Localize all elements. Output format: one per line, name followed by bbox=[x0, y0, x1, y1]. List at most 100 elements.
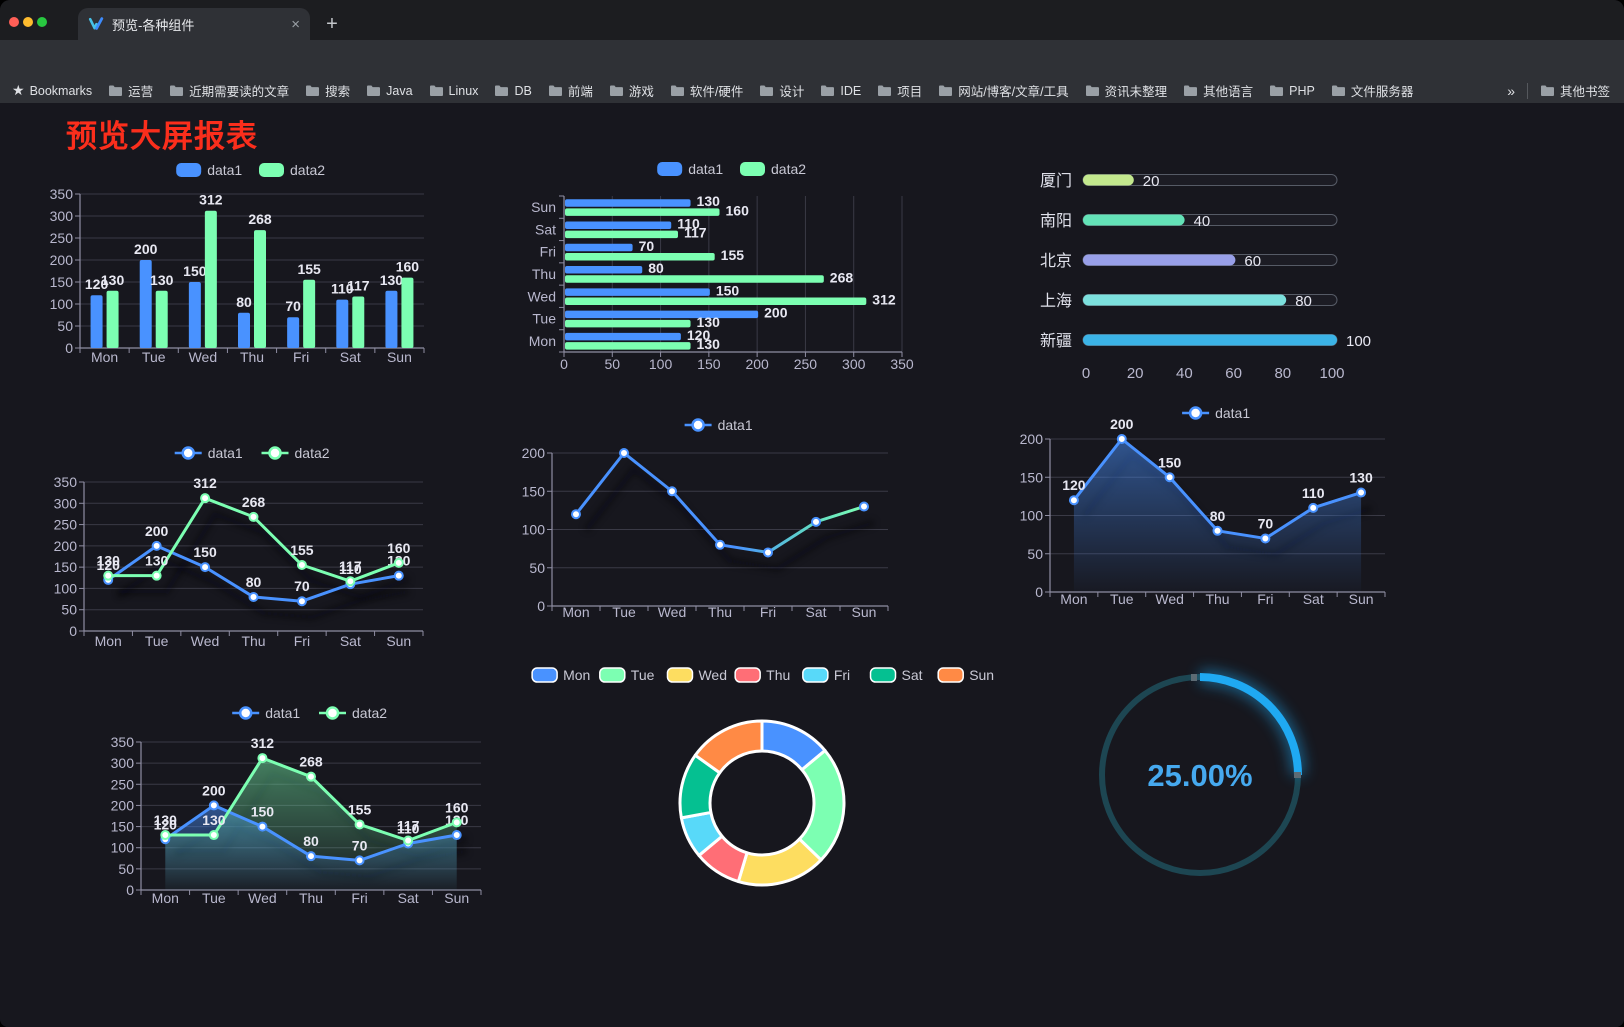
svg-text:80: 80 bbox=[1295, 293, 1312, 310]
svg-text:data2: data2 bbox=[352, 705, 387, 721]
svg-text:40: 40 bbox=[1176, 365, 1193, 382]
svg-text:130: 130 bbox=[101, 272, 125, 288]
chart-line-area-two-legend[interactable]: data1 data2 bbox=[232, 705, 387, 721]
bookmark-folder[interactable]: 文件服务器 bbox=[1331, 81, 1413, 100]
bookmark-folder[interactable]: 网站/博客/文章/工具 bbox=[938, 81, 1069, 100]
chart-progress-bars: 厦门 20 南阳 40 北京 60 上海 80 新疆 100 0 20 40 60 80 100 bbox=[1040, 172, 1371, 382]
chart-bar-horizontal-legend[interactable]: data1 data2 bbox=[657, 161, 806, 177]
folder-icon bbox=[1085, 84, 1100, 97]
svg-text:110: 110 bbox=[677, 215, 700, 231]
svg-text:300: 300 bbox=[842, 356, 866, 372]
folder-icon bbox=[366, 84, 381, 97]
new-tab-button[interactable]: + bbox=[326, 13, 338, 35]
minimize-window-button[interactable] bbox=[23, 17, 33, 27]
bookmarks-bar: ★ Bookmarks 运营 近期需要读的文章 搜索 Java Linux DB 前端 游戏软… bbox=[0, 78, 1624, 103]
bookmark-folder[interactable]: 搜索 bbox=[305, 81, 350, 100]
svg-text:Thu: Thu bbox=[708, 604, 732, 620]
svg-text:Fri: Fri bbox=[294, 633, 310, 649]
bookmark-folder[interactable]: 设计 bbox=[759, 81, 804, 100]
bookmark-folder[interactable]: 软件/硬件 bbox=[670, 81, 743, 100]
svg-text:Sun: Sun bbox=[386, 633, 411, 649]
bookmark-folder[interactable]: 前端 bbox=[548, 81, 593, 100]
bookmark-folder[interactable]: 运营 bbox=[108, 81, 153, 100]
svg-text:155: 155 bbox=[721, 247, 745, 263]
svg-text:Wed: Wed bbox=[658, 604, 687, 620]
svg-text:155: 155 bbox=[290, 542, 314, 558]
svg-text:150: 150 bbox=[54, 559, 78, 575]
svg-text:150: 150 bbox=[1020, 469, 1044, 485]
svg-text:Tue: Tue bbox=[532, 311, 556, 327]
svg-text:200: 200 bbox=[54, 538, 78, 554]
svg-text:150: 150 bbox=[251, 804, 275, 820]
bookmarks-overflow-chevron[interactable]: » bbox=[1507, 82, 1515, 99]
bookmarks-manager[interactable]: ★ Bookmarks bbox=[12, 82, 93, 98]
svg-text:Mon: Mon bbox=[91, 349, 118, 365]
svg-text:130: 130 bbox=[97, 553, 121, 569]
svg-text:data1: data1 bbox=[1215, 405, 1250, 421]
svg-text:Fri: Fri bbox=[540, 244, 556, 260]
svg-text:268: 268 bbox=[830, 269, 854, 285]
bookmark-folder[interactable]: 近期需要读的文章 bbox=[169, 81, 289, 100]
svg-text:Tue: Tue bbox=[142, 349, 166, 365]
svg-text:20: 20 bbox=[1127, 365, 1144, 382]
folder-icon bbox=[609, 84, 624, 97]
svg-text:Wed: Wed bbox=[189, 349, 218, 365]
svg-text:data1: data1 bbox=[208, 445, 243, 461]
svg-text:Sat: Sat bbox=[1303, 591, 1324, 607]
svg-text:Sat: Sat bbox=[340, 349, 361, 365]
svg-text:130: 130 bbox=[697, 314, 721, 330]
bookmark-folder[interactable]: Linux bbox=[429, 84, 478, 98]
bookmark-folder[interactable]: 项目 bbox=[877, 81, 922, 100]
bookmark-folder[interactable]: 资讯未整理 bbox=[1085, 81, 1167, 100]
svg-text:312: 312 bbox=[199, 192, 223, 208]
svg-text:120: 120 bbox=[85, 276, 109, 292]
svg-text:0: 0 bbox=[126, 882, 134, 898]
close-window-button[interactable] bbox=[9, 17, 19, 27]
svg-text:0: 0 bbox=[1035, 584, 1043, 600]
svg-text:data1: data1 bbox=[688, 161, 723, 177]
folder-icon bbox=[305, 84, 320, 97]
bookmark-folder[interactable]: 其他语言 bbox=[1183, 81, 1253, 100]
svg-text:0: 0 bbox=[69, 623, 77, 639]
svg-text:100: 100 bbox=[1346, 333, 1371, 350]
svg-text:110: 110 bbox=[331, 281, 354, 297]
bookmark-folder[interactable]: 游戏 bbox=[609, 81, 654, 100]
folder-icon bbox=[548, 84, 563, 97]
chart-line-two-series-legend[interactable]: data1 data2 bbox=[174, 445, 330, 461]
chart-line-gradient-legend[interactable]: data1 bbox=[684, 417, 753, 433]
bookmark-folder[interactable]: Java bbox=[366, 84, 413, 98]
svg-text:80: 80 bbox=[1274, 365, 1291, 382]
chart-bar-vertical-legend[interactable]: data1 data2 bbox=[176, 162, 325, 178]
maximize-window-button[interactable] bbox=[37, 17, 47, 27]
svg-text:data1: data1 bbox=[207, 162, 242, 178]
other-bookmarks[interactable]: 其他书签 bbox=[1540, 81, 1610, 100]
svg-text:Tue: Tue bbox=[202, 890, 226, 906]
svg-text:150: 150 bbox=[193, 544, 217, 560]
chart-gauge: 25.00% bbox=[1099, 670, 1305, 876]
svg-text:300: 300 bbox=[50, 208, 74, 224]
svg-text:155: 155 bbox=[297, 261, 321, 277]
svg-text:250: 250 bbox=[111, 776, 135, 792]
chart-line-gradient: 0 50 100 150 200 Mon Tue Wed Thu Fri Sat Sun bbox=[522, 445, 889, 620]
svg-text:312: 312 bbox=[872, 292, 896, 308]
svg-text:200: 200 bbox=[1020, 431, 1044, 447]
bookmark-folder[interactable]: IDE bbox=[820, 84, 861, 98]
svg-text:350: 350 bbox=[50, 186, 74, 202]
svg-text:0: 0 bbox=[65, 340, 73, 356]
svg-text:100: 100 bbox=[1020, 508, 1044, 524]
chart-line-area-blue-legend[interactable]: data1 bbox=[1182, 405, 1250, 421]
chart-donut-legend[interactable]: Mon Tue Wed Thu Fri Sat Sun bbox=[531, 667, 994, 683]
tab-close-icon[interactable]: × bbox=[291, 15, 300, 33]
svg-text:80: 80 bbox=[236, 294, 252, 310]
tab-strip: 预览-各种组件 × + bbox=[0, 0, 1624, 40]
svg-text:130: 130 bbox=[154, 812, 178, 828]
svg-text:150: 150 bbox=[716, 282, 740, 298]
svg-text:Sat: Sat bbox=[902, 667, 923, 683]
bookmark-folder[interactable]: PHP bbox=[1269, 84, 1315, 98]
svg-text:Fri: Fri bbox=[760, 604, 776, 620]
bookmark-folder[interactable]: DB bbox=[494, 84, 532, 98]
tab-active[interactable]: 预览-各种组件 × bbox=[78, 8, 310, 40]
svg-text:150: 150 bbox=[1158, 454, 1182, 470]
svg-text:117: 117 bbox=[339, 558, 362, 574]
